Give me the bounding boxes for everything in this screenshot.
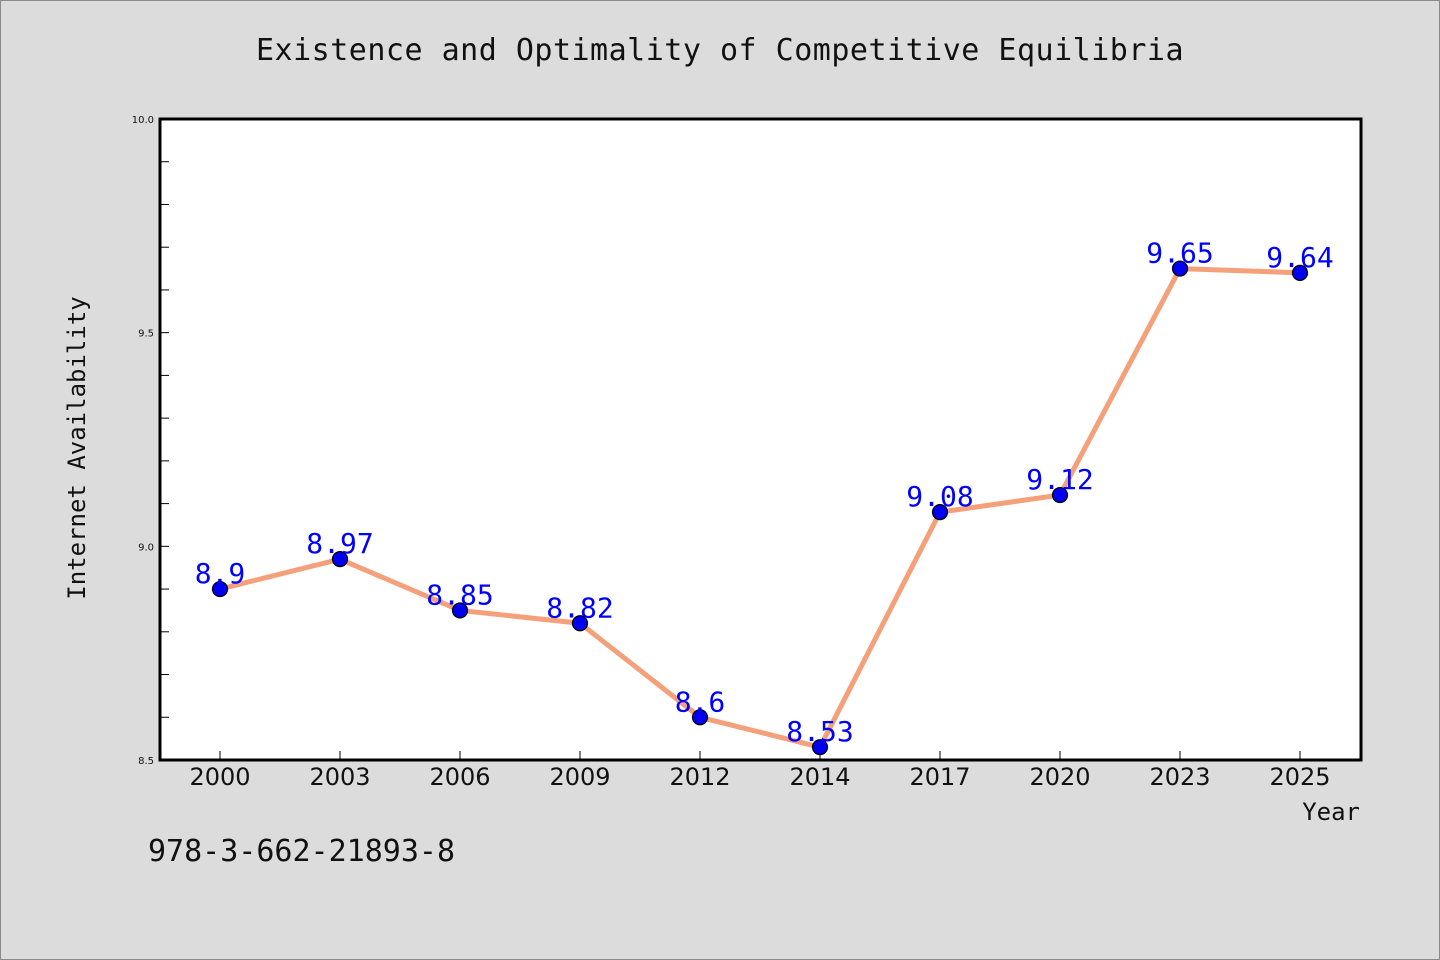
data-point bbox=[571, 615, 589, 632]
x-tick-label: 2000 bbox=[189, 763, 250, 791]
y-tick-label: 10.0 bbox=[132, 115, 154, 126]
x-tick-label: 2014 bbox=[789, 763, 850, 791]
data-label: 9.12 bbox=[1026, 463, 1093, 496]
x-tick-label: 2020 bbox=[1029, 763, 1090, 791]
data-point bbox=[1171, 260, 1189, 277]
data-label: 8.9 bbox=[195, 557, 246, 590]
x-tick-label: 2006 bbox=[429, 763, 490, 791]
data-label: 8.6 bbox=[675, 685, 726, 718]
y-tick-label: 9.0 bbox=[138, 542, 154, 553]
data-point bbox=[931, 504, 949, 521]
data-point bbox=[331, 551, 349, 568]
series-group: 8.9 8.97 8.85 8.82 8.6 8.53 9.08 9.12 9.65 9.64 bbox=[195, 237, 1334, 756]
data-label: 8.53 bbox=[786, 715, 853, 748]
data-point bbox=[451, 602, 469, 619]
data-label: 9.65 bbox=[1146, 237, 1213, 270]
x-tick-label: 2012 bbox=[669, 763, 730, 791]
series-line bbox=[217, 266, 1303, 750]
x-tick-label: 2009 bbox=[549, 763, 610, 791]
x-tick-label: 2017 bbox=[909, 763, 970, 791]
y-axis: 8.5 9.0 9.5 10.0 bbox=[132, 115, 169, 767]
isbn-caption: 978-3-662-21893-8 bbox=[148, 834, 456, 869]
data-point bbox=[1051, 486, 1069, 504]
data-label: 8.85 bbox=[426, 578, 493, 611]
chart-title: Existence and Optimality of Competitive … bbox=[255, 33, 1185, 68]
data-point bbox=[811, 739, 829, 756]
data-label: 9.64 bbox=[1266, 241, 1333, 274]
y-tick-label: 9.5 bbox=[138, 329, 154, 340]
x-tick-label: 2025 bbox=[1269, 763, 1330, 791]
data-point bbox=[211, 580, 229, 598]
x-tick-label: 2023 bbox=[1149, 763, 1210, 791]
x-axis-label: Year bbox=[1302, 798, 1360, 826]
y-axis-label: Internet Availability bbox=[63, 296, 91, 599]
data-label: 8.82 bbox=[546, 591, 613, 624]
data-point bbox=[1291, 264, 1309, 281]
x-axis: 2000 2003 2006 2009 2012 2014 2017 2020 2023 2025 bbox=[189, 751, 1331, 791]
x-tick-label: 2003 bbox=[309, 763, 370, 791]
data-label: 8.97 bbox=[306, 527, 373, 560]
y-tick-label: 8.5 bbox=[138, 756, 154, 767]
plot-area bbox=[158, 117, 1363, 762]
data-label: 9.08 bbox=[906, 480, 973, 513]
data-point bbox=[691, 709, 709, 726]
